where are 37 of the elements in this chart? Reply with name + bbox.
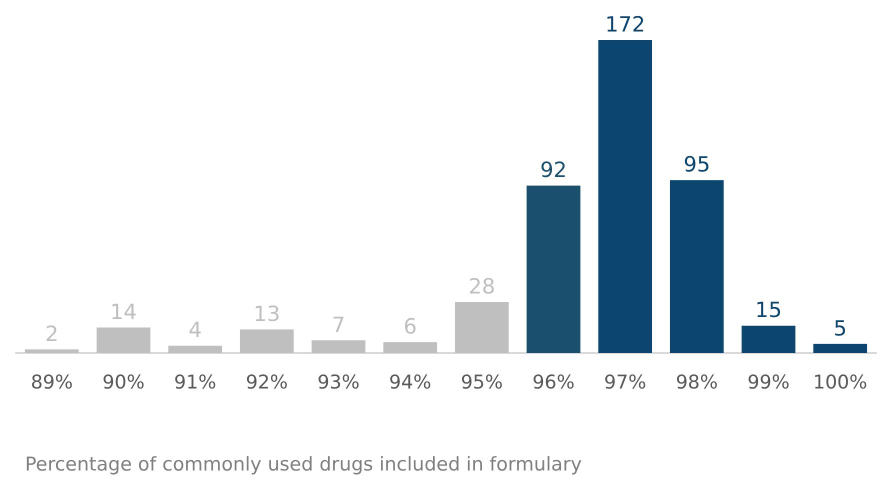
data-label: 6: [403, 314, 417, 339]
bar: [240, 329, 294, 353]
data-label: 13: [253, 302, 280, 326]
data-label: 7: [332, 312, 346, 337]
bar: [312, 340, 366, 353]
x-tick-label: 100%: [813, 372, 868, 394]
data-label: 4: [188, 318, 202, 342]
bar: [168, 346, 222, 353]
x-tick-label: 94%: [389, 372, 432, 394]
x-tick-label: 95%: [460, 372, 503, 394]
bar: [742, 326, 796, 353]
bar: [598, 40, 652, 353]
x-tick-label: 98%: [676, 372, 718, 394]
x-tick-label: 93%: [317, 372, 360, 394]
x-tick-label: 96%: [532, 372, 575, 394]
bar: [96, 328, 150, 353]
data-label: 5: [833, 316, 847, 340]
bar: [813, 344, 868, 353]
data-label: 92: [540, 158, 567, 182]
data-label: 28: [468, 274, 496, 299]
bar: [670, 180, 724, 353]
x-tick-label: 92%: [246, 372, 288, 394]
bar: [526, 186, 580, 353]
data-label: 172: [605, 12, 646, 36]
bar: [454, 302, 509, 353]
bar: [24, 349, 79, 353]
x-tick-label: 91%: [174, 372, 216, 394]
x-tick-label: 97%: [604, 372, 646, 394]
bar: [383, 342, 438, 353]
x-tick-label: 90%: [102, 372, 145, 394]
data-label: 15: [755, 298, 782, 322]
x-tick-label: 89%: [30, 372, 73, 394]
x-axis-title: Percentage of commonly used drugs included in formulary: [25, 454, 582, 476]
x-tick-label: 99%: [747, 372, 790, 394]
data-label: 2: [45, 322, 59, 346]
data-label: 14: [110, 300, 137, 324]
data-label: 95: [683, 152, 710, 177]
